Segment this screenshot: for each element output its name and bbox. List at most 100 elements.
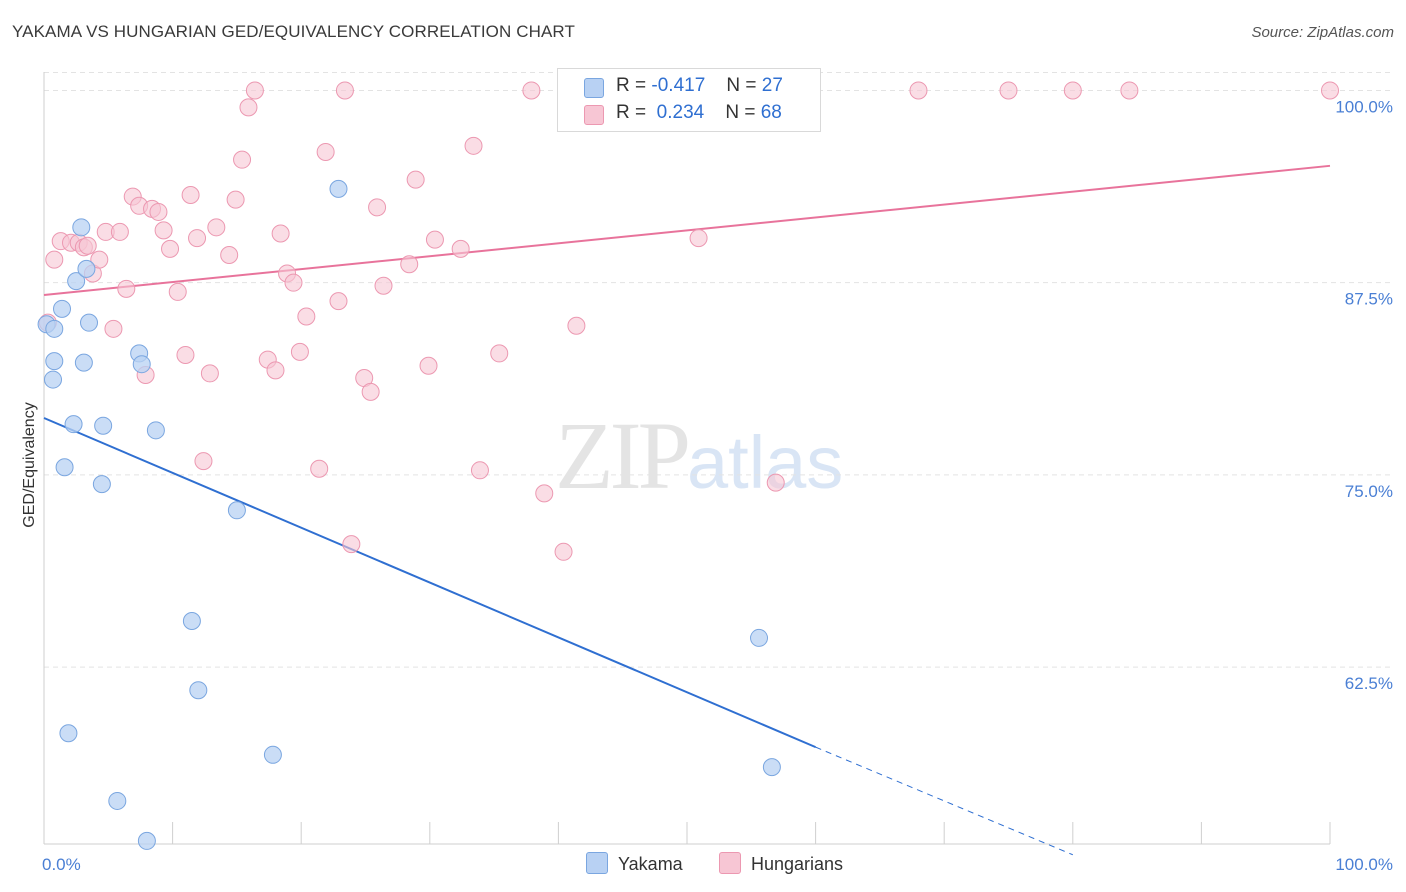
hungarians-point [207,218,226,237]
hungarians-point [271,224,290,243]
hungarians-point [1063,81,1082,100]
source-label: Source: ZipAtlas.com [1251,24,1394,41]
yakama-point [45,352,64,371]
yakama-point [329,179,348,198]
hungarians-point [188,229,207,248]
yakama-point [92,475,111,494]
hungarians-point [374,276,393,295]
hungarians-point [406,170,425,189]
hungarians-point [310,459,329,478]
hungarians-trend-line [43,164,1331,296]
yakama-point [94,416,113,435]
yakama-point [762,758,781,777]
hungarians-point [522,81,541,100]
yakama-point [74,353,93,372]
hungarians-point [361,382,380,401]
y-axis-label: GED/Equivalency [21,402,38,527]
hungarians-point [161,239,180,258]
bottom-legend-hungarians: Hungarians [719,852,843,875]
hungarians-point [464,136,483,155]
series-hungarians [38,81,1339,561]
hungarians-r-value: 0.234 [656,102,705,123]
hungarians-point [245,81,264,100]
hungarians-point [419,356,438,375]
hungarians-point [104,319,123,338]
hungarians-point [110,222,129,241]
yakama-point [80,313,99,332]
axes [43,72,1331,845]
hungarians-point [999,81,1018,100]
hungarians-n-value: 68 [760,102,782,123]
hungarians-point [200,364,219,383]
hungarians-point [909,81,928,100]
watermark-atlas: atlas [687,421,844,504]
yakama-point [146,421,165,440]
hungarians-point [181,186,200,205]
bottom-legend-yakama: Yakama [586,852,683,875]
hungarians-point [149,202,168,221]
yakama-point [44,370,63,389]
y-tick-label: 87.5% [1345,290,1393,309]
hungarians-point [689,229,708,248]
hungarians-point [1321,81,1339,100]
hungarians-point [233,150,252,169]
hungarians-point [176,345,195,364]
hungarians-point [194,452,213,471]
yakama-trend-line [43,417,816,749]
correlation-legend: R = -0.417 N = 27 R = 0.234 N = 68 [557,68,821,132]
hungarians-point [425,230,444,249]
yakama-point [182,612,201,631]
yakama-point [45,319,64,338]
hungarians-point [168,282,187,301]
hungarians-point [335,81,354,100]
hungarians-swatch [584,105,604,125]
hungarians-point [78,236,97,255]
watermark-zip: ZIP [555,402,691,509]
r-label: R = [616,75,647,96]
hungarians-point [490,344,509,363]
yakama-point [263,745,282,764]
x-tick-label: 0.0% [42,855,81,874]
r-label: R = [616,102,647,123]
hungarians-point [766,473,785,492]
hungarians-point [239,98,258,117]
yakama-legend-label: Yakama [618,854,683,874]
yakama-point [55,458,74,477]
hungarians-point [90,250,109,269]
hungarians-point [451,239,470,258]
yakama-point [67,272,86,291]
yakama-point [53,299,72,318]
hungarians-point [342,535,361,554]
tick-labels: 100.0% 87.5% 75.0% 62.5% 0.0% 100.0% [42,97,1393,874]
x-tick-label: 100.0% [1335,855,1393,874]
yakama-point [77,259,96,278]
yakama-point [64,415,83,434]
chart-title: YAKAMA VS HUNGARIAN GED/EQUIVALENCY CORR… [12,22,575,41]
n-label: N = [726,75,757,96]
watermark: ZIPatlas [555,400,843,511]
hungarians-point [329,292,348,311]
hungarians-point [266,361,285,380]
hungarians-point [154,221,173,240]
hungarians-point [117,279,136,298]
yakama-point [137,831,156,850]
yakama-trend-extension [815,746,1073,856]
hungarians-legend-swatch [719,852,741,874]
yakama-legend-swatch [586,852,608,874]
series-yakama [37,179,781,850]
hungarians-point [284,273,303,292]
yakama-point [108,791,127,810]
yakama-n-value: 27 [761,75,783,96]
hungarians-point [554,542,573,561]
yakama-point [227,501,246,520]
y-tick-label: 100.0% [1335,97,1393,116]
yakama-point [189,681,208,700]
yakama-point [72,218,91,237]
hungarians-legend-label: Hungarians [751,854,844,874]
hungarians-point [220,246,239,265]
hungarians-point [470,461,489,480]
yakama-point [59,724,78,743]
hungarians-point [316,142,335,161]
hungarians-point [297,307,316,326]
